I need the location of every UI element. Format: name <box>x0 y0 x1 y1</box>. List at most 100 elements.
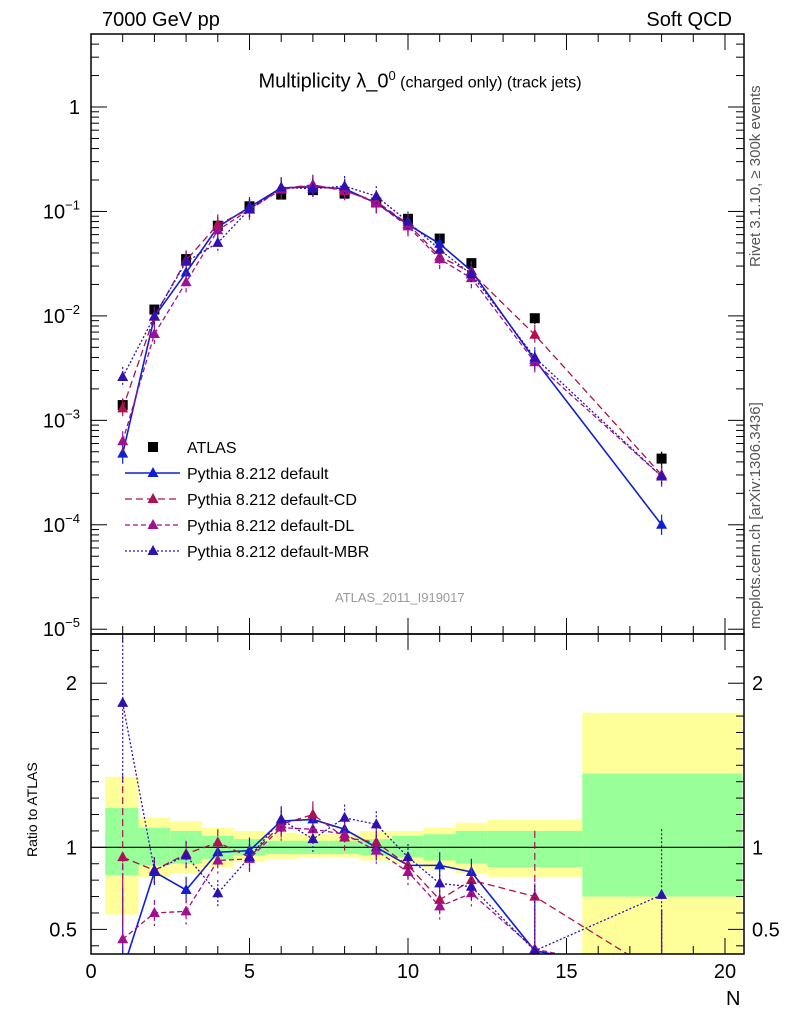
ratio-point <box>434 900 446 911</box>
ratio-point <box>117 696 129 707</box>
ratio-point <box>529 944 540 954</box>
tick-exponent: −2 <box>65 302 80 317</box>
series-point <box>117 370 129 381</box>
ratio-point <box>465 880 477 891</box>
ratio-point <box>212 836 224 847</box>
tick-exponent: −4 <box>65 511 80 526</box>
series-point <box>148 328 160 339</box>
tick-base: 10 <box>43 619 65 641</box>
ratio-point <box>434 877 446 888</box>
ratio-point <box>402 851 414 862</box>
tick-exponent: −3 <box>65 406 80 421</box>
ratio-point <box>307 823 319 834</box>
ratio-y-tick-label-right: 2 <box>752 673 763 695</box>
ratio-point <box>212 887 224 898</box>
tick-base: 10 <box>43 410 65 432</box>
ratio-point <box>307 808 319 819</box>
ratio-point <box>180 905 192 916</box>
series-point <box>434 237 446 248</box>
ratio-point <box>180 884 192 894</box>
ratio-point <box>370 818 382 829</box>
legend-marker <box>147 545 159 555</box>
legend-label: Pythia 8.212 default-CD <box>187 492 357 509</box>
series-point <box>529 328 541 339</box>
ratio-point <box>275 813 287 824</box>
legend: ATLAS Pythia 8.212 default Pythia 8.212 de… <box>125 440 369 561</box>
ratio-y-tick-label: 2 <box>66 673 77 695</box>
main-y-tick-label: 10−1 <box>43 197 80 223</box>
ratio-point <box>243 851 255 862</box>
x-axis-label: N <box>726 988 741 1010</box>
category-label: Soft QCD <box>646 9 732 31</box>
tick-labels: 110−110−210−310−410−50.5 0.51 12 20 5 10 15 20 <box>43 97 780 983</box>
main-y-tick-label: 10−5 <box>43 615 80 641</box>
main-y-tick-label: 10−3 <box>43 406 80 432</box>
band-inner-13 <box>582 773 743 897</box>
ratio-panel-marks <box>117 634 668 979</box>
main-y-tick-label: 1 <box>69 97 80 119</box>
series-point <box>529 351 541 362</box>
chart-title: Multiplicity λ_00 (charged only) (track … <box>0 68 786 94</box>
tick-exponent: −1 <box>65 197 80 212</box>
chart-title-tail: (charged only) (track jets) <box>395 74 582 92</box>
tick-exponent: −5 <box>65 615 80 630</box>
ratio-y-tick-label: 1 <box>66 837 77 859</box>
legend-label: ATLAS <box>187 440 237 457</box>
ratio-point <box>656 969 667 979</box>
ratio-point <box>180 849 192 860</box>
series-point <box>307 182 319 193</box>
series-point <box>180 276 192 287</box>
ratio-point <box>370 844 382 855</box>
ratio-point <box>117 933 129 944</box>
legend-marker <box>147 493 159 503</box>
ratio-point <box>339 811 351 822</box>
ratio-point <box>148 864 160 875</box>
data-point <box>656 453 667 464</box>
main-y-tick-label: 10−2 <box>43 302 80 328</box>
ratio-series-line <box>127 818 556 954</box>
legend-marker <box>147 519 159 529</box>
x-tick-label: 20 <box>714 961 736 983</box>
chart-title-superscript: 0 <box>388 68 396 83</box>
ratio-point <box>656 888 668 899</box>
ratio-point <box>434 859 446 870</box>
series-line <box>122 185 663 477</box>
tick-base: 10 <box>43 201 65 223</box>
series-point <box>180 266 192 277</box>
ratio-point <box>117 851 129 862</box>
ratio-y-tick-label-right: 1 <box>752 837 763 859</box>
watermark-label: ATLAS_2011_I919017 <box>335 590 465 605</box>
energy-label: 7000 GeV pp <box>102 9 220 31</box>
ratio-series-line <box>122 813 629 954</box>
legend-label: Pythia 8.212 default <box>187 466 329 483</box>
ratio-series-line <box>122 826 562 954</box>
ratio-y-tick-label-right: 0.5 <box>752 919 780 941</box>
ratio-series-line <box>122 702 662 952</box>
series-point <box>656 470 668 481</box>
series-4 <box>117 175 668 487</box>
series-2 <box>117 174 668 486</box>
ratio-y-tick-label: 0.5 <box>49 919 77 941</box>
series-point <box>117 447 129 458</box>
series-point <box>402 215 414 226</box>
legend-label: Pythia 8.212 default-MBR <box>187 544 369 561</box>
x-tick-label: 5 <box>244 961 255 983</box>
ratio-point <box>117 964 128 974</box>
ratio-point <box>148 906 160 917</box>
series-line <box>122 184 663 476</box>
ratio-point <box>402 865 414 876</box>
data-point <box>529 313 540 324</box>
ratio-point <box>307 833 319 844</box>
rivet-version-label: Rivet 3.1.10, ≥ 300k events <box>747 85 764 267</box>
series-point <box>243 203 255 214</box>
legend-marker-atlas <box>148 442 158 452</box>
ratio-series-3 <box>117 634 668 954</box>
series-point <box>117 402 129 413</box>
legend-label: Pythia 8.212 default-DL <box>187 518 354 535</box>
ratio-y-axis-label: Ratio to ATLAS <box>24 762 40 857</box>
series-point <box>212 224 224 235</box>
main-y-tick-label: 10−4 <box>43 511 80 537</box>
mcplots-reference-label: mcplots.cern.ch [arXiv:1306.3436] <box>747 402 764 629</box>
series-line <box>122 184 663 477</box>
